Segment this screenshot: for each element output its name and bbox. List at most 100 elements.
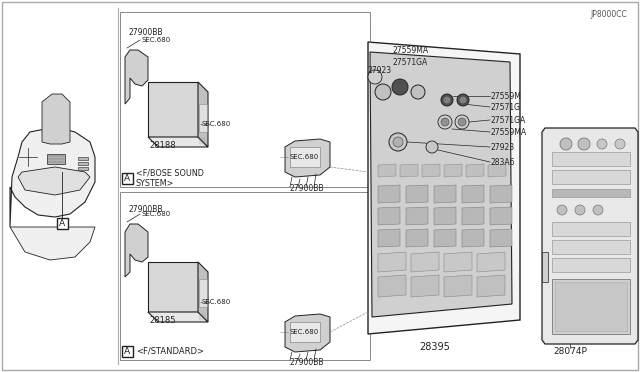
Polygon shape: [411, 275, 439, 297]
Polygon shape: [490, 229, 512, 247]
Text: SEC.680: SEC.680: [202, 121, 231, 127]
Text: 28188: 28188: [150, 141, 176, 150]
Bar: [78, 157, 88, 160]
Circle shape: [288, 359, 292, 363]
Polygon shape: [368, 42, 520, 334]
Circle shape: [557, 205, 567, 215]
Polygon shape: [400, 164, 418, 177]
Polygon shape: [488, 164, 506, 177]
Text: 28395: 28395: [420, 342, 451, 352]
Text: 27923: 27923: [491, 142, 515, 151]
Circle shape: [441, 94, 453, 106]
Text: SEC.680: SEC.680: [290, 154, 319, 160]
Bar: [78, 162, 88, 165]
Circle shape: [304, 186, 308, 190]
Circle shape: [125, 48, 129, 52]
Bar: [552, 279, 630, 334]
Circle shape: [457, 94, 469, 106]
Bar: [199, 279, 207, 307]
Text: 27900BB: 27900BB: [128, 28, 163, 36]
Polygon shape: [542, 128, 638, 344]
Text: 28074P: 28074P: [553, 347, 587, 356]
Circle shape: [304, 359, 308, 363]
Polygon shape: [378, 185, 400, 203]
Text: SEC.680: SEC.680: [202, 299, 231, 305]
Polygon shape: [148, 137, 208, 147]
Bar: [290, 147, 320, 167]
Circle shape: [578, 138, 590, 150]
Circle shape: [125, 222, 129, 226]
Circle shape: [597, 139, 607, 149]
Polygon shape: [444, 164, 462, 177]
Polygon shape: [477, 252, 505, 272]
Circle shape: [460, 97, 466, 103]
Polygon shape: [490, 207, 512, 225]
Text: 27571GA: 27571GA: [393, 58, 428, 67]
Circle shape: [128, 228, 132, 232]
Bar: [122, 173, 133, 184]
Text: 27571GA: 27571GA: [491, 115, 526, 125]
Circle shape: [393, 137, 403, 147]
Text: 27559MA: 27559MA: [393, 45, 429, 55]
Text: 27923: 27923: [368, 65, 392, 74]
Circle shape: [368, 70, 382, 84]
Polygon shape: [198, 262, 208, 322]
Polygon shape: [370, 52, 512, 317]
Polygon shape: [10, 227, 95, 260]
Circle shape: [392, 79, 408, 95]
Text: 28185: 28185: [150, 316, 176, 325]
Polygon shape: [462, 207, 484, 225]
Circle shape: [128, 70, 132, 74]
Text: 27571G: 27571G: [491, 103, 521, 112]
Polygon shape: [148, 312, 208, 322]
Polygon shape: [285, 314, 330, 352]
Text: SEC.680: SEC.680: [141, 211, 170, 217]
Text: 27900BB: 27900BB: [290, 184, 324, 193]
Text: 27900BB: 27900BB: [128, 205, 163, 214]
Bar: [120, 192, 370, 360]
Circle shape: [560, 138, 572, 150]
Polygon shape: [434, 229, 456, 247]
Polygon shape: [462, 185, 484, 203]
Text: 27559MA: 27559MA: [491, 128, 527, 137]
Circle shape: [160, 289, 166, 295]
Bar: [47, 154, 65, 164]
Circle shape: [128, 245, 132, 249]
Polygon shape: [542, 252, 548, 282]
Bar: [552, 258, 630, 272]
Polygon shape: [378, 252, 406, 272]
Text: 283A6: 283A6: [491, 157, 515, 167]
Bar: [290, 322, 320, 342]
Circle shape: [288, 186, 292, 190]
Circle shape: [615, 139, 625, 149]
Bar: [552, 152, 630, 166]
Circle shape: [131, 58, 135, 62]
Bar: [552, 222, 630, 236]
Polygon shape: [462, 229, 484, 247]
Polygon shape: [434, 207, 456, 225]
Text: <F/BOSE SOUND
SYSTEM>: <F/BOSE SOUND SYSTEM>: [136, 169, 204, 188]
Circle shape: [411, 85, 425, 99]
Bar: [552, 170, 630, 184]
Bar: [199, 104, 207, 132]
Circle shape: [444, 97, 450, 103]
Polygon shape: [10, 127, 95, 227]
Circle shape: [131, 235, 135, 239]
Circle shape: [455, 115, 469, 129]
Bar: [555, 282, 627, 331]
Circle shape: [426, 141, 438, 153]
Circle shape: [173, 279, 177, 285]
Polygon shape: [378, 207, 400, 225]
Polygon shape: [42, 94, 70, 144]
Bar: [120, 12, 370, 187]
Bar: [122, 346, 133, 357]
Circle shape: [312, 186, 316, 190]
Polygon shape: [466, 164, 484, 177]
Polygon shape: [285, 139, 330, 177]
Text: SEC.680: SEC.680: [290, 329, 319, 335]
Circle shape: [160, 114, 166, 120]
Circle shape: [441, 118, 449, 126]
Circle shape: [296, 186, 300, 190]
Polygon shape: [490, 185, 512, 203]
Polygon shape: [148, 262, 198, 312]
